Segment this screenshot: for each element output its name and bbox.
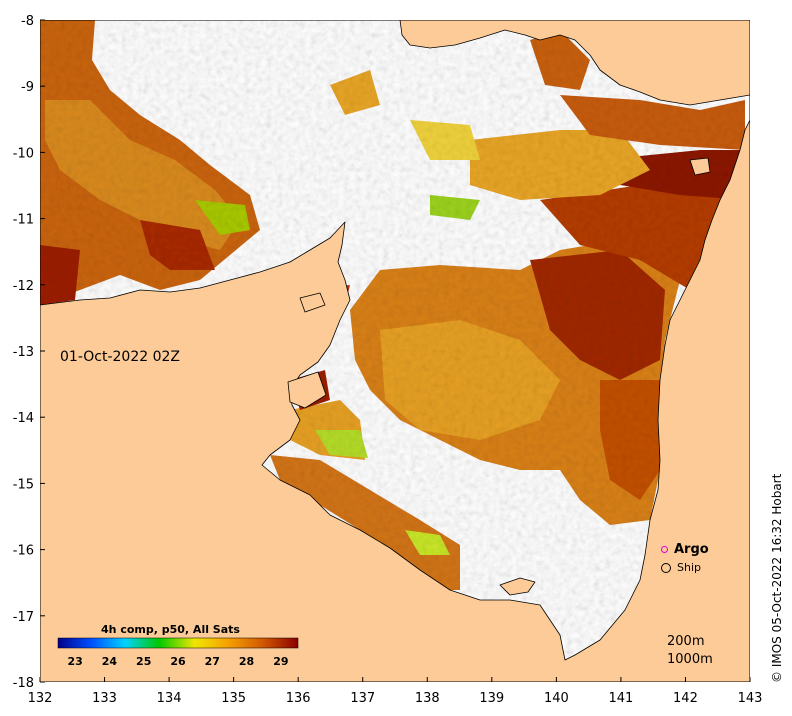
depth-200-label: 200m <box>667 634 705 649</box>
y-tick-label: -12 <box>13 279 34 294</box>
legend-ship: Ship <box>661 561 701 574</box>
y-axis: -8 -9 -10 -11 -12 -13 -14 -15 -16 -17 -18 <box>13 14 45 691</box>
x-tick-label: 139 <box>479 691 504 706</box>
colorbar-tick-label: 23 <box>67 655 82 668</box>
x-tick-label: 135 <box>221 691 246 706</box>
argo-label: Argo <box>674 542 709 557</box>
y-tick-label: -18 <box>13 676 34 691</box>
colorbar-tick-label: 27 <box>205 655 220 668</box>
x-tick-label: 141 <box>608 691 633 706</box>
y-tick-label: -11 <box>13 213 34 228</box>
x-tick-label: 134 <box>157 691 182 706</box>
y-tick-label: -13 <box>13 345 34 360</box>
y-tick-label: -14 <box>13 411 34 426</box>
x-tick-label: 133 <box>92 691 117 706</box>
argo-marker-icon <box>661 546 668 553</box>
x-tick-label: 138 <box>415 691 440 706</box>
colorbar-gradient <box>57 637 299 649</box>
colorbar-tick-label: 24 <box>102 655 118 668</box>
sst-field <box>40 20 745 662</box>
colorbar-tick-label: 29 <box>273 655 288 668</box>
x-tick-label: 143 <box>738 691 763 706</box>
colorbar: 23 24 25 26 27 28 29 <box>57 637 299 668</box>
land <box>40 20 750 682</box>
x-tick-label: 132 <box>28 691 53 706</box>
y-tick-label: -10 <box>13 146 34 161</box>
y-tick-label: -9 <box>21 80 34 95</box>
colorbar-title: 4h comp, p50, All Sats <box>101 623 240 636</box>
x-tick-label: 137 <box>350 691 375 706</box>
y-tick-label: -16 <box>13 544 34 559</box>
colorbar-ticks: 23 24 25 26 27 28 29 <box>67 655 288 668</box>
x-tick-label: 140 <box>544 691 569 706</box>
colorbar-tick-label: 25 <box>136 655 151 668</box>
colorbar-tick-label: 26 <box>170 655 186 668</box>
date-label: 01-Oct-2022 02Z <box>60 349 180 365</box>
x-axis: 132 133 134 135 136 137 138 139 140 141 142 143 <box>28 677 763 706</box>
y-tick-label: -17 <box>13 610 34 625</box>
ship-label: Ship <box>677 561 701 574</box>
colorbar-tick-label: 28 <box>239 655 254 668</box>
y-tick-label: -8 <box>21 14 34 29</box>
x-tick-label: 136 <box>286 691 311 706</box>
y-tick-label: -15 <box>13 477 34 492</box>
credit-text: © IMOS 05-Oct-2022 16:32 Hobart <box>770 473 784 683</box>
ship-marker-icon <box>661 563 671 573</box>
depth-1000-label: 1000m <box>667 652 713 667</box>
x-tick-label: 142 <box>673 691 698 706</box>
legend-argo: Argo <box>661 542 709 557</box>
